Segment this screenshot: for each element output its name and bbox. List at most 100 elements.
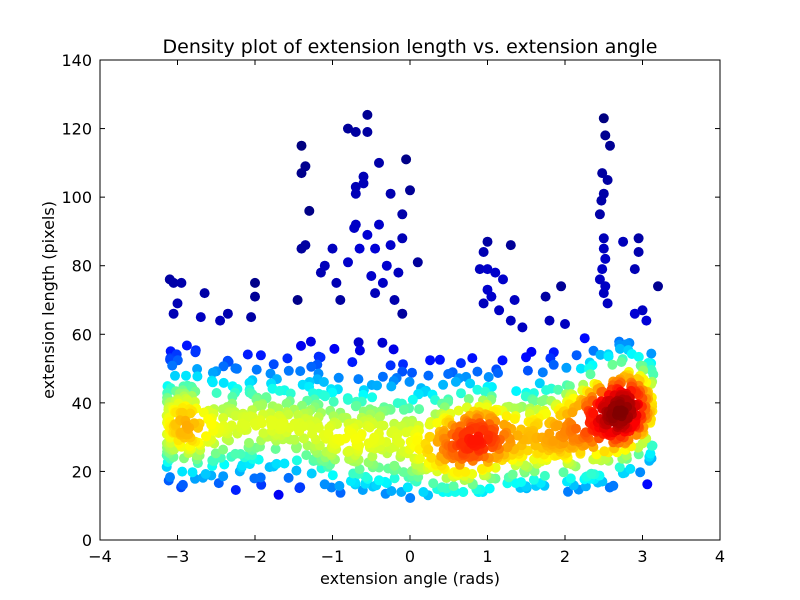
- scatter-point: [343, 394, 353, 405]
- scatter-point: [463, 394, 474, 404]
- scatter-point: [381, 260, 392, 271]
- scatter-point: [516, 477, 527, 488]
- scatter-point: [494, 305, 505, 316]
- y-tick-label: 60: [72, 325, 92, 344]
- scatter-point: [478, 247, 489, 257]
- scatter-point: [353, 337, 364, 348]
- x-tick-label: 3: [637, 547, 647, 566]
- scatter-point: [320, 391, 331, 402]
- scatter-point: [607, 359, 618, 370]
- scatter-point: [201, 431, 212, 442]
- scatter-point: [521, 352, 531, 363]
- scatter-point: [301, 450, 312, 461]
- scatter-point: [281, 398, 292, 409]
- scatter-point: [597, 264, 608, 275]
- scatter-point: [407, 394, 418, 405]
- scatter-point: [306, 468, 317, 479]
- scatter-point: [615, 343, 625, 354]
- scatter-point: [613, 406, 624, 417]
- scatter-point: [230, 448, 241, 459]
- scatter-point: [386, 381, 397, 392]
- scatter-point: [472, 435, 483, 445]
- scatter-point: [512, 430, 523, 441]
- scatter-point: [266, 420, 277, 431]
- scatter-point: [375, 420, 386, 431]
- scatter-point: [327, 470, 338, 481]
- scatter-point: [377, 371, 388, 382]
- scatter-point: [648, 369, 659, 380]
- scatter-point: [600, 130, 611, 141]
- scatter-point: [181, 420, 192, 431]
- scatter-point: [522, 365, 533, 376]
- scatter-point: [350, 433, 361, 444]
- scatter-point: [465, 378, 476, 389]
- y-tick-label: 20: [72, 462, 92, 481]
- scatter-point: [528, 474, 539, 485]
- scatter-point: [633, 247, 644, 257]
- scatter-point: [637, 305, 648, 316]
- scatter-point: [255, 350, 266, 361]
- scatter-point: [594, 209, 605, 220]
- x-tick-label: 4: [715, 547, 725, 566]
- scatter-point: [567, 407, 578, 418]
- scatter-point: [505, 240, 516, 251]
- y-tick-label: 40: [72, 394, 92, 413]
- scatter-point: [370, 288, 381, 299]
- scatter-point: [306, 361, 317, 372]
- y-tick-label: 140: [61, 51, 92, 70]
- scatter-point: [450, 376, 461, 387]
- scatter-point: [389, 460, 400, 471]
- x-tick-label: 2: [560, 547, 570, 566]
- scatter-point: [231, 363, 242, 374]
- scatter-point: [268, 359, 279, 370]
- scatter-point: [295, 366, 306, 377]
- scatter-point: [425, 355, 436, 366]
- scatter-point: [334, 480, 345, 491]
- scatter-point: [633, 351, 644, 362]
- scatter-point: [537, 367, 548, 378]
- scatter-point: [398, 359, 408, 370]
- scatter-point: [423, 370, 434, 381]
- scatter-point: [295, 482, 306, 493]
- scatter-point: [372, 380, 382, 391]
- scatter-point: [493, 368, 503, 378]
- scatter-point: [598, 188, 609, 199]
- scatter-point: [218, 361, 229, 372]
- scatter-point: [385, 360, 396, 371]
- scatter-point: [484, 483, 495, 494]
- scatter-point: [386, 486, 397, 496]
- x-tick-label: −4: [88, 547, 112, 566]
- scatter-point: [389, 295, 400, 305]
- scatter-point: [598, 113, 609, 124]
- scatter-point: [501, 411, 512, 422]
- scatter-point: [319, 260, 330, 271]
- scatter-point: [428, 478, 439, 489]
- scatter-point: [283, 365, 294, 376]
- scatter-point: [585, 369, 596, 380]
- scatter-point: [645, 448, 656, 459]
- scatter-point: [192, 364, 203, 374]
- scatter-point: [367, 392, 378, 403]
- scatter-point: [289, 434, 300, 445]
- scatter-point: [251, 364, 262, 375]
- scatter-point: [255, 472, 266, 483]
- scatter-point: [258, 428, 269, 439]
- scatter-point: [646, 440, 657, 451]
- chart-title: Density plot of extension length vs. ext…: [163, 36, 658, 58]
- scatter-point: [167, 360, 178, 371]
- scatter-point: [571, 423, 581, 434]
- scatter-point: [168, 277, 179, 288]
- scatter-point: [273, 489, 284, 500]
- y-tick-label: 80: [72, 257, 92, 276]
- scatter-point: [448, 481, 459, 492]
- y-tick-label: 0: [82, 531, 92, 550]
- scatter-point: [250, 277, 260, 288]
- y-tick-label: 120: [61, 120, 92, 139]
- scatter-point: [291, 455, 302, 466]
- scatter-point: [423, 444, 434, 455]
- scatter-point: [215, 315, 226, 326]
- scatter-point: [389, 473, 400, 484]
- scatter-point: [206, 419, 217, 430]
- scatter-point: [300, 161, 311, 172]
- x-tick-label: 1: [482, 547, 492, 566]
